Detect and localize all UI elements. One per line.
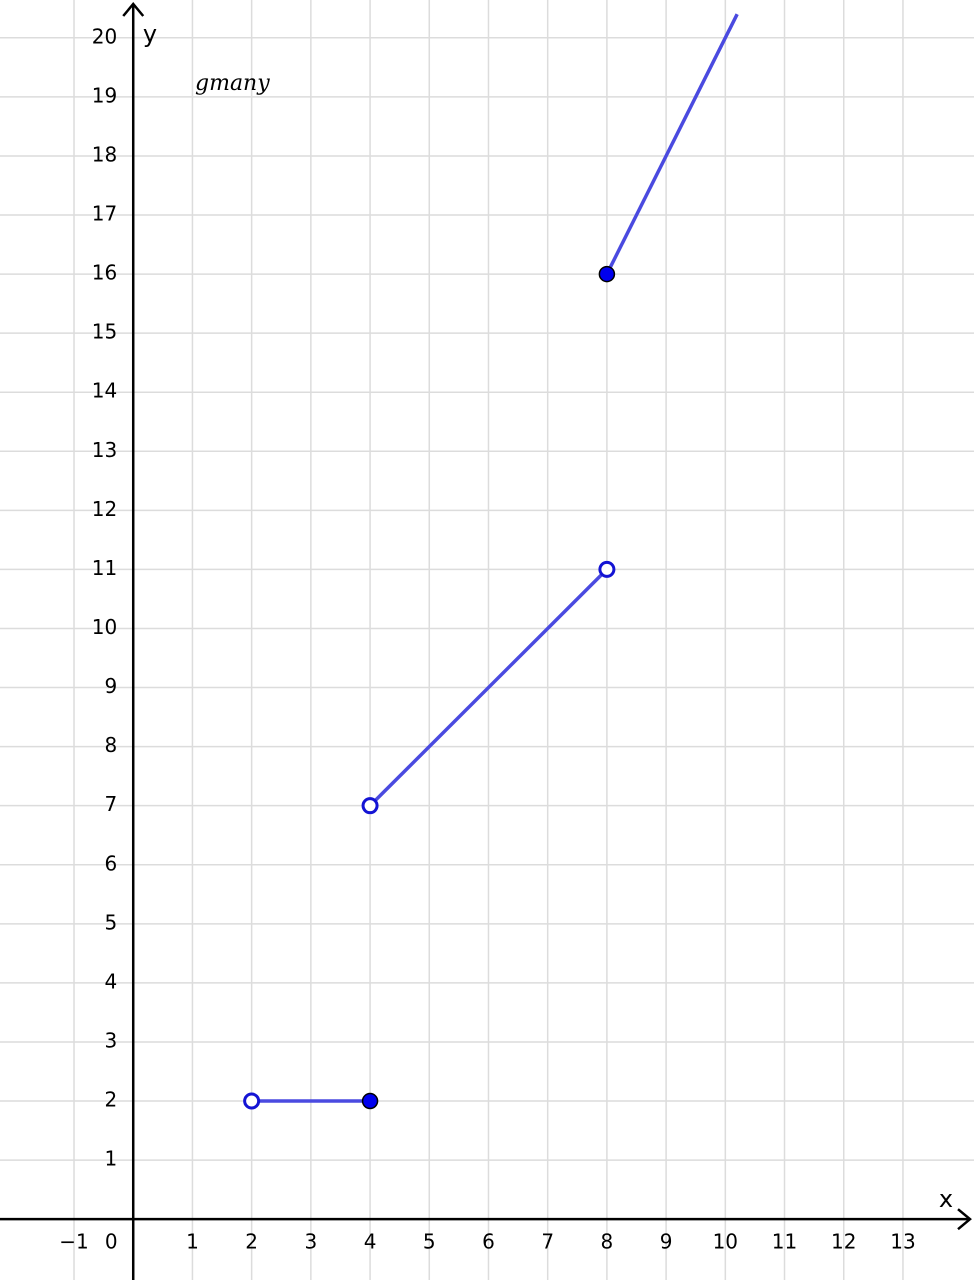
x-tick-label: 8 bbox=[601, 1230, 614, 1254]
y-tick-label: 17 bbox=[92, 202, 117, 226]
x-tick-label: 4 bbox=[364, 1230, 377, 1254]
open-endpoint bbox=[243, 1092, 261, 1110]
y-tick-label: 15 bbox=[92, 320, 117, 344]
closed-endpoint bbox=[598, 265, 616, 283]
x-tick-label: 13 bbox=[890, 1230, 915, 1254]
x-tick-label: 10 bbox=[713, 1230, 738, 1254]
y-tick-label: 10 bbox=[92, 615, 117, 639]
y-tick-label: 8 bbox=[104, 733, 117, 757]
closed-endpoint bbox=[361, 1092, 379, 1110]
y-tick-label: 13 bbox=[92, 438, 117, 462]
segment bbox=[605, 13, 739, 275]
x-tick-label: 11 bbox=[772, 1230, 797, 1254]
x-tick-label: 9 bbox=[660, 1230, 673, 1254]
x-axis-arrow bbox=[957, 1208, 972, 1231]
open-endpoint bbox=[598, 560, 616, 578]
y-tick-label: 5 bbox=[104, 910, 117, 934]
y-tick-label: 14 bbox=[92, 379, 117, 403]
y-axis-label: y bbox=[143, 20, 157, 48]
y-tick-label: 2 bbox=[104, 1088, 117, 1112]
y-tick-label: 16 bbox=[92, 261, 117, 285]
open-endpoint bbox=[361, 797, 379, 815]
x-tick-label: 7 bbox=[541, 1230, 554, 1254]
y-tick-label: 20 bbox=[92, 24, 117, 48]
x-tick-label: 2 bbox=[245, 1230, 258, 1254]
x-tick-label: 12 bbox=[831, 1230, 856, 1254]
x-tick-label: 6 bbox=[482, 1230, 495, 1254]
x-tick-label: 0 bbox=[105, 1230, 118, 1254]
y-tick-label: 9 bbox=[104, 674, 117, 698]
y-tick-label: 18 bbox=[92, 142, 117, 166]
y-tick-label: 1 bbox=[104, 1147, 117, 1171]
y-tick-label: 4 bbox=[104, 969, 117, 993]
x-tick-label: 5 bbox=[423, 1230, 436, 1254]
x-tick-label: 1 bbox=[186, 1230, 199, 1254]
annotation: gmany bbox=[195, 71, 270, 96]
y-tick-label: 6 bbox=[104, 851, 117, 875]
y-tick-label: 19 bbox=[92, 83, 117, 107]
segment bbox=[368, 568, 609, 807]
x-tick-label: 3 bbox=[304, 1230, 317, 1254]
x-tick-label: −1 bbox=[59, 1230, 88, 1254]
y-tick-label: 12 bbox=[92, 497, 117, 521]
y-tick-label: 7 bbox=[104, 792, 117, 816]
y-tick-label: 11 bbox=[92, 556, 117, 580]
y-axis-arrow bbox=[122, 2, 145, 17]
y-tick-label: 3 bbox=[104, 1028, 117, 1052]
x-axis-label: x bbox=[939, 1185, 953, 1213]
